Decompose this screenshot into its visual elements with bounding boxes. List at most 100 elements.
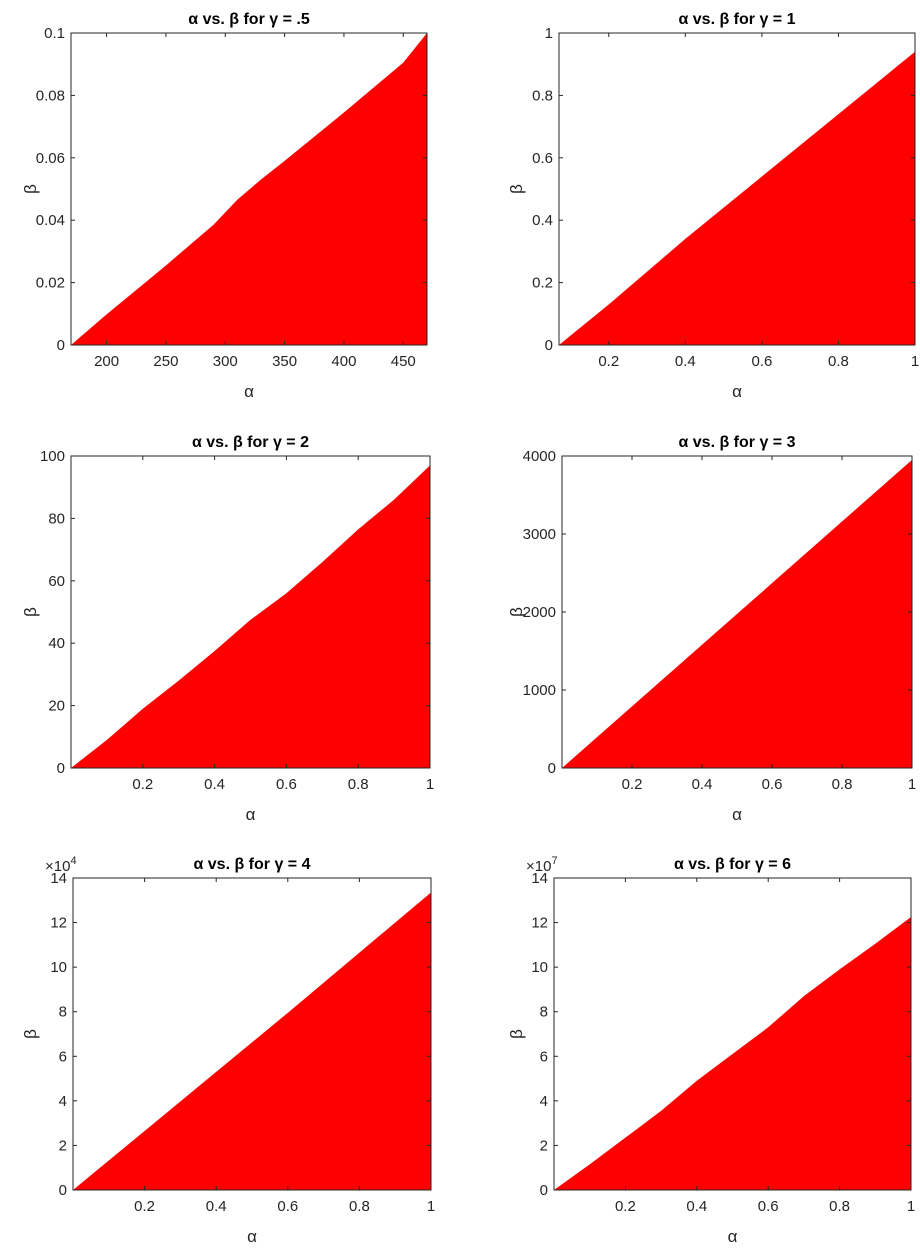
area-fill <box>73 892 431 1190</box>
x-tick-label: 0.4 <box>692 776 713 793</box>
y-tick-label: 8 <box>59 1004 67 1021</box>
x-tick-label: 1 <box>426 776 434 793</box>
chart-title: α vs. β for γ = 6 <box>674 856 791 873</box>
y-tick-label: 2 <box>59 1137 67 1154</box>
area-fill <box>562 459 912 768</box>
y-axis-label: β <box>21 184 40 194</box>
y-tick-label: 3000 <box>523 526 556 543</box>
x-axis-label: α <box>732 382 742 401</box>
y-axis-label: β <box>507 1029 526 1039</box>
y-tick-label: 80 <box>48 510 65 527</box>
axes-border <box>70 32 428 346</box>
x-tick-label: 400 <box>331 353 356 370</box>
y-axis-label: β <box>507 184 526 194</box>
area-fill <box>71 33 427 345</box>
y-tick-label: 0.6 <box>532 150 553 167</box>
y-axis-label: β <box>507 607 526 617</box>
x-tick-label: 0.2 <box>132 776 153 793</box>
y-tick-label: 12 <box>50 915 67 932</box>
x-tick-label: 0.8 <box>348 776 369 793</box>
y-tick-label: 0.4 <box>532 212 553 229</box>
y-tick-label: 1000 <box>523 682 556 699</box>
y-tick-label: 0.8 <box>532 87 553 104</box>
x-tick-label: 1 <box>427 1198 435 1215</box>
y-axis-label: β <box>21 1029 40 1039</box>
area-fill <box>71 465 430 768</box>
chart-panel-3: 0.2 0.4 0.6 0.8 1 0 20 40 60 80 100 α vs. β for γ =… <box>21 434 434 824</box>
x-tick-label: 0.8 <box>349 1198 370 1215</box>
x-tick-label: 0.8 <box>829 1198 850 1215</box>
x-tick-label: 300 <box>213 353 238 370</box>
y-tick-label: 4 <box>59 1093 67 1110</box>
y-tick-label: 4 <box>540 1093 548 1110</box>
chart-panel-2: 0.2 0.4 0.6 0.8 1 0 0.2 0.4 0.6 0.8 1 α vs. β for γ… <box>507 11 919 401</box>
y-tick-label: 1 <box>545 25 553 42</box>
y-exponent-label: ×107 <box>526 855 558 875</box>
y-tick-label: 10 <box>531 959 548 976</box>
x-tick-label: 350 <box>272 353 297 370</box>
y-tick-label: 14 <box>50 870 67 887</box>
x-tick-label: 0.4 <box>204 776 225 793</box>
y-tick-label: 2 <box>540 1137 548 1154</box>
y-axis-label: β <box>21 607 40 617</box>
y-exponent-label: ×104 <box>45 855 77 875</box>
y-tick-label: 0 <box>545 337 553 354</box>
x-tick-label: 0.4 <box>686 1198 707 1215</box>
area-fill <box>559 51 915 345</box>
y-tick-label: 0 <box>548 760 556 777</box>
x-tick-label: 1 <box>907 1198 915 1215</box>
x-tick-label: 0.6 <box>758 1198 779 1215</box>
x-tick-label: 0.4 <box>206 1198 227 1215</box>
x-tick-label: 0.2 <box>134 1198 155 1215</box>
x-tick-label: 0.4 <box>675 353 696 370</box>
y-tick-label: 20 <box>48 698 65 715</box>
y-tick-label: 0.08 <box>36 87 65 104</box>
chart-panel-4: 0.2 0.4 0.6 0.8 1 0 1000 2000 3000 4000 α vs. β fo… <box>507 434 916 824</box>
x-tick-label: 0.6 <box>277 1198 298 1215</box>
chart-title: α vs. β for γ = 4 <box>194 856 311 873</box>
x-tick-label: 0.2 <box>622 776 643 793</box>
y-tick-label: 14 <box>531 870 548 887</box>
y-tick-label: 8 <box>540 1004 548 1021</box>
chart-title: α vs. β for γ = 2 <box>192 434 309 451</box>
x-tick-label: 0.6 <box>762 776 783 793</box>
y-tick-label: 12 <box>531 915 548 932</box>
x-tick-label: 0.6 <box>276 776 297 793</box>
chart-title: α vs. β for γ = 3 <box>679 434 796 451</box>
y-tick-label: 4000 <box>523 448 556 465</box>
y-tick-label: 0 <box>57 337 65 354</box>
y-tick-label: 6 <box>540 1048 548 1065</box>
x-tick-label: 0.6 <box>751 353 772 370</box>
x-tick-label: 450 <box>391 353 416 370</box>
y-tick-label: 6 <box>59 1048 67 1065</box>
y-tick-label: 0.02 <box>36 275 65 292</box>
x-tick-label: 1 <box>911 353 919 370</box>
y-tick-label: 60 <box>48 573 65 590</box>
y-tick-label: 2000 <box>523 604 556 621</box>
y-tick-label: 0.2 <box>532 275 553 292</box>
y-tick-label: 0 <box>59 1182 67 1199</box>
y-tick-label: 10 <box>50 959 67 976</box>
y-tick-label: 0.1 <box>44 25 65 42</box>
x-axis-label: α <box>247 1227 257 1246</box>
axes-border <box>553 877 912 1191</box>
x-tick-label: 1 <box>908 776 916 793</box>
x-axis-label: α <box>246 805 256 824</box>
x-tick-label: 0.2 <box>615 1198 636 1215</box>
y-tick-label: 0 <box>540 1182 548 1199</box>
x-axis-label: α <box>732 805 742 824</box>
x-axis-label: α <box>728 1227 738 1246</box>
y-tick-label: 40 <box>48 635 65 652</box>
axes-border <box>70 455 431 769</box>
y-tick-label: 0 <box>57 760 65 777</box>
area-fill <box>554 917 911 1190</box>
x-axis-label: α <box>244 382 254 401</box>
y-tick-label: 0.06 <box>36 150 65 167</box>
x-tick-label: 0.8 <box>828 353 849 370</box>
axes-border <box>558 32 916 346</box>
x-tick-label: 0.2 <box>598 353 619 370</box>
x-tick-label: 200 <box>94 353 119 370</box>
